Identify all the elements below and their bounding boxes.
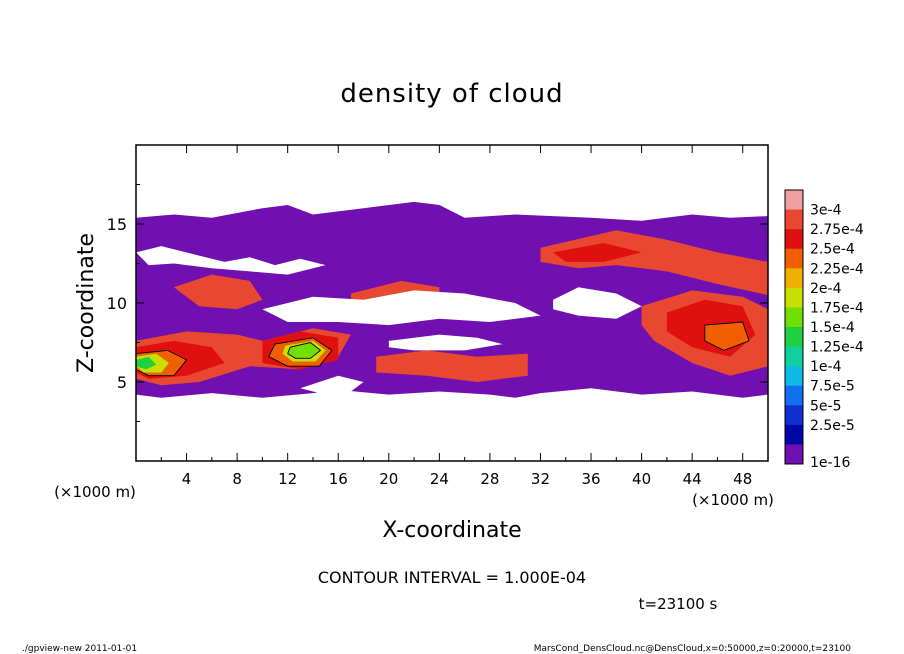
x-axis-label: X-coordinate: [382, 518, 521, 543]
colorbar-label: 1.25e-4: [810, 340, 864, 356]
density-region: [376, 350, 528, 382]
colorbar-swatch: [785, 248, 803, 269]
x-tick-label: 8: [232, 470, 242, 488]
colorbar-swatch: [785, 424, 803, 445]
y-tick-label: 15: [107, 215, 127, 234]
contour-line: [704, 321, 750, 351]
contour-line: [287, 342, 322, 359]
x-tick-label: 32: [531, 470, 550, 488]
colorbar-swatch: [785, 385, 803, 406]
y-tick-label: 10: [107, 294, 127, 313]
cloud-free-gap: [300, 375, 364, 395]
density-region: [287, 342, 321, 359]
cloud-free-gap: [553, 287, 642, 319]
time-text: t=23100 s: [639, 595, 718, 613]
x-tick-label: 28: [480, 470, 499, 488]
density-region: [553, 243, 642, 262]
density-region: [136, 356, 157, 370]
colorbar-label: 3e-4: [810, 203, 842, 219]
x-unit-right: (×1000 m): [692, 491, 774, 509]
x-tick-label: 4: [182, 470, 192, 488]
chart-title: density of cloud: [340, 79, 563, 109]
colorbar-swatch: [785, 307, 803, 328]
x-tick-label: 48: [733, 470, 752, 488]
y-axis-label: Z-coordinate: [74, 233, 99, 373]
colorbar-label: 1.5e-4: [810, 320, 855, 336]
y-axis: 5 10 15: [107, 184, 768, 422]
contour-interval-text: CONTOUR INTERVAL = 1.000E-04: [318, 568, 586, 587]
x-tick-label: 24: [430, 470, 449, 488]
contour-line: [268, 337, 333, 367]
y-tick-label: 5: [117, 373, 127, 392]
x-axis: 4 8 12 16 20 24 28 32 36 40 44 48: [160, 145, 752, 488]
colorbar-swatch: [785, 229, 803, 250]
colorbar-label: 1e-16: [810, 455, 850, 471]
cloud-free-gap: [262, 290, 541, 326]
colorbar-swatch: [785, 346, 803, 367]
colorbar-swatch: [785, 405, 803, 426]
x-tick-label: 16: [329, 470, 348, 488]
colorbar-swatch: [785, 209, 803, 230]
colorbar-label: 1.75e-4: [810, 300, 864, 316]
colorbar-label: 2.75e-4: [810, 222, 864, 238]
density-region: [704, 322, 749, 351]
density-region: [173, 274, 263, 310]
x-tick-label: 20: [379, 470, 398, 488]
colorbar-swatch: [785, 327, 803, 348]
footer-left: ./gpview-new 2011-01-01: [22, 644, 137, 654]
colorbar-label: 2e-4: [810, 281, 842, 297]
x-unit-left: (×1000 m): [54, 483, 136, 501]
colorbar: 3e-4 2.75e-4 2.5e-4 2.25e-4 2e-4 1.75e-4 1.5e-…: [784, 189, 864, 471]
plot-area: [135, 144, 769, 462]
cloud-free-gap: [388, 334, 503, 351]
colorbar-swatch: [785, 190, 803, 211]
cloud-free-gap: [136, 246, 326, 275]
colorbar-label: 2.25e-4: [810, 261, 864, 277]
colorbar-frame: [784, 189, 804, 465]
colorbar-label: 1e-4: [810, 359, 842, 375]
colorbar-label: 2.5e-4: [810, 242, 855, 258]
contour-line: [136, 349, 188, 377]
colorbar-swatch: [785, 444, 803, 465]
x-tick-label: 40: [632, 470, 651, 488]
colorbar-swatch: [785, 268, 803, 289]
colorbar-swatch: [785, 366, 803, 387]
footer-right: MarsCond_DensCloud.nc@DensCloud,x=0:5000…: [534, 644, 851, 654]
density-field: [136, 201, 768, 398]
colorbar-label: 2.5e-5: [810, 418, 855, 434]
colorbar-label: 5e-5: [810, 398, 841, 414]
x-tick-label: 12: [278, 470, 297, 488]
x-tick-label: 44: [683, 470, 702, 488]
colorbar-swatch: [785, 287, 803, 308]
x-tick-label: 36: [581, 470, 600, 488]
contour-lines: [136, 321, 750, 377]
colorbar-label: 7.5e-5: [810, 379, 855, 395]
